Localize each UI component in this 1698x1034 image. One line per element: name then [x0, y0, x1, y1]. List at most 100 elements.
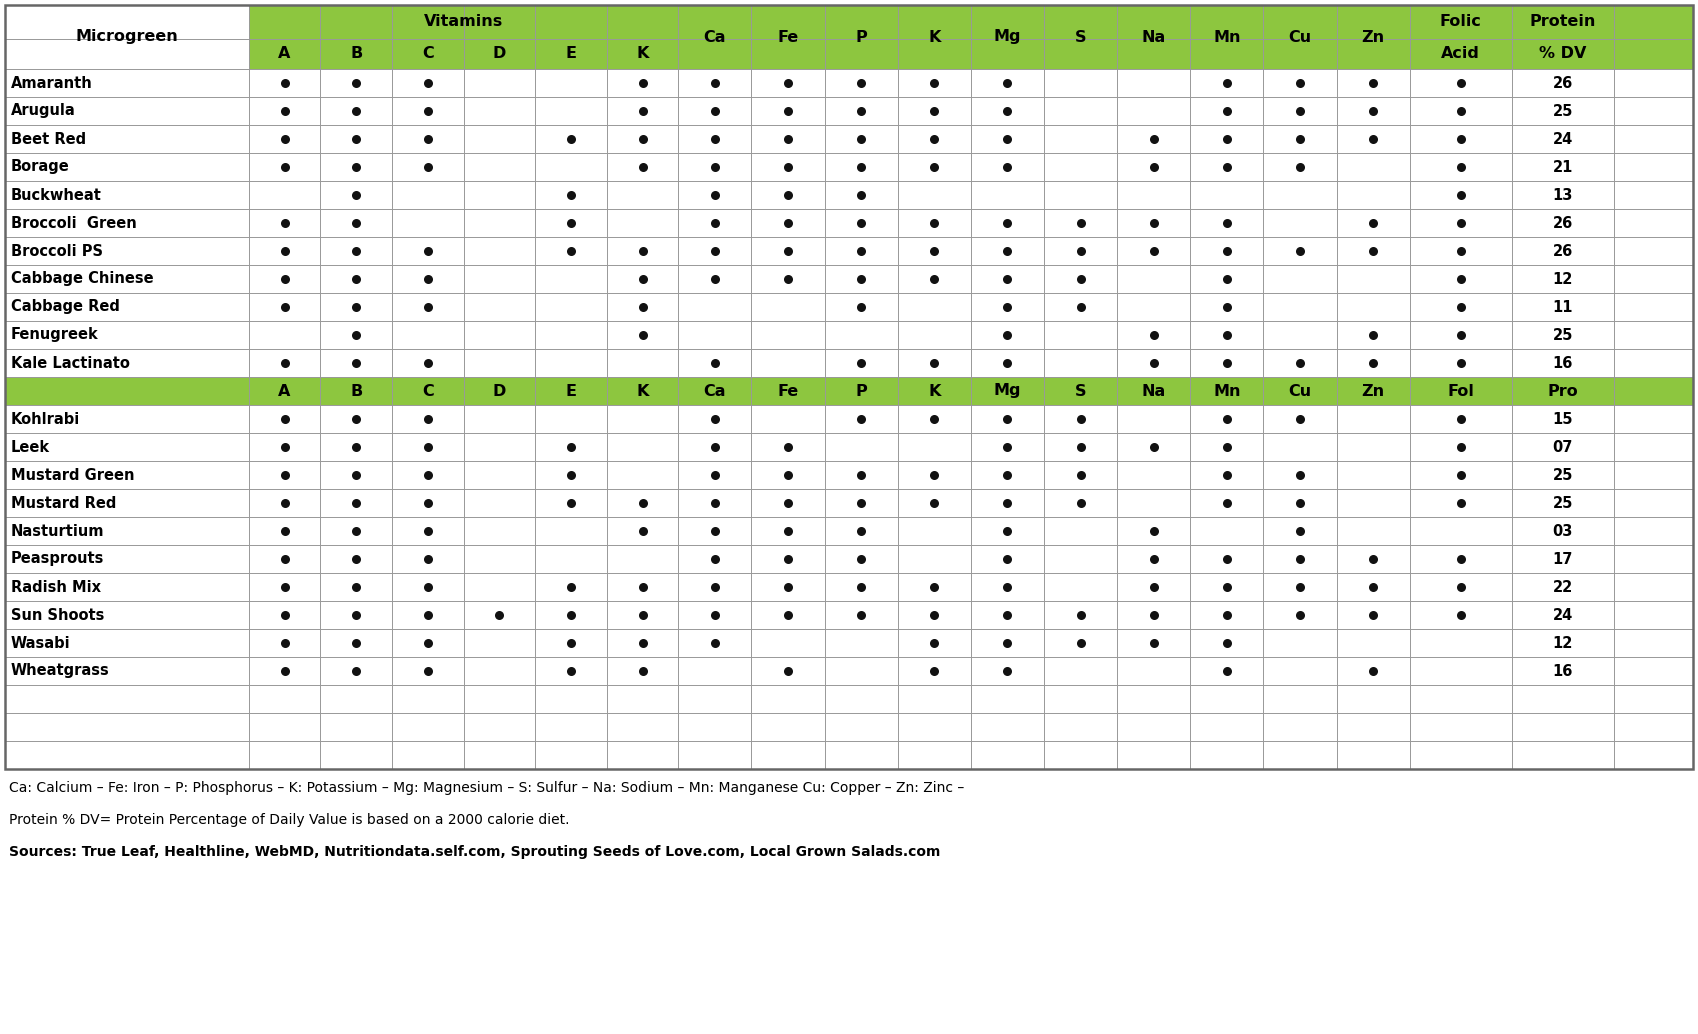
Bar	[248, 545, 321, 573]
Bar	[679, 601, 752, 629]
Bar	[1117, 265, 1190, 293]
Bar	[825, 349, 898, 377]
Bar	[606, 153, 679, 181]
Bar	[898, 237, 971, 265]
Bar	[898, 713, 971, 741]
Bar	[1190, 237, 1263, 265]
Bar	[679, 629, 752, 657]
Bar	[248, 69, 321, 97]
Text: Broccoli PS: Broccoli PS	[10, 243, 104, 258]
Bar	[1336, 293, 1409, 321]
Bar	[392, 629, 464, 657]
Bar	[606, 349, 679, 377]
Bar	[1613, 573, 1693, 601]
Bar	[535, 69, 606, 97]
Bar	[1263, 545, 1336, 573]
Bar	[5, 377, 1693, 405]
Bar	[679, 265, 752, 293]
Bar	[1613, 181, 1693, 209]
Bar	[1409, 405, 1511, 433]
Bar	[1409, 265, 1511, 293]
Bar	[535, 377, 606, 405]
Bar	[1511, 517, 1613, 545]
Bar	[464, 573, 535, 601]
Bar	[1190, 433, 1263, 461]
Bar	[1263, 321, 1336, 349]
Bar	[679, 461, 752, 489]
Text: % DV: % DV	[1538, 47, 1586, 61]
Bar	[825, 405, 898, 433]
Bar	[392, 293, 464, 321]
Bar	[248, 97, 321, 125]
Bar	[825, 433, 898, 461]
Bar	[321, 433, 392, 461]
Text: C: C	[421, 384, 433, 398]
Bar	[464, 545, 535, 573]
Bar	[392, 321, 464, 349]
Bar	[5, 209, 1693, 237]
Bar	[1336, 433, 1409, 461]
Bar	[5, 237, 1693, 265]
Bar	[248, 181, 321, 209]
Bar	[1263, 125, 1336, 153]
Bar	[679, 125, 752, 153]
Bar	[392, 5, 464, 39]
Bar	[1263, 601, 1336, 629]
Bar	[1336, 573, 1409, 601]
Bar	[825, 39, 898, 69]
Text: S: S	[1075, 384, 1087, 398]
Bar	[825, 713, 898, 741]
Text: Fol: Fol	[1447, 384, 1474, 398]
Bar	[606, 489, 679, 517]
Text: Cu: Cu	[1289, 30, 1311, 44]
Bar	[898, 349, 971, 377]
Bar	[898, 293, 971, 321]
Bar	[971, 265, 1044, 293]
Bar	[5, 685, 248, 713]
Bar	[464, 461, 535, 489]
Bar	[752, 573, 825, 601]
Bar	[1117, 349, 1190, 377]
Bar	[5, 601, 1693, 629]
Bar	[971, 461, 1044, 489]
Bar	[464, 293, 535, 321]
Bar	[1044, 5, 1117, 39]
Bar	[1336, 97, 1409, 125]
Bar	[248, 461, 321, 489]
Bar	[1190, 545, 1263, 573]
Bar	[1190, 69, 1263, 97]
Text: Na: Na	[1141, 30, 1167, 44]
Bar	[321, 573, 392, 601]
Bar	[321, 713, 392, 741]
Bar	[5, 601, 248, 629]
Text: P: P	[856, 30, 868, 44]
Bar	[606, 125, 679, 153]
Bar	[5, 293, 1693, 321]
Bar	[1613, 741, 1693, 769]
Bar	[1336, 125, 1409, 153]
Bar	[1044, 489, 1117, 517]
Bar	[464, 125, 535, 153]
Bar	[5, 713, 248, 741]
Bar	[535, 489, 606, 517]
Bar	[752, 181, 825, 209]
Bar	[1613, 125, 1693, 153]
Bar	[1044, 237, 1117, 265]
Bar	[606, 97, 679, 125]
Bar	[752, 685, 825, 713]
Bar	[1613, 237, 1693, 265]
Text: Zn: Zn	[1362, 384, 1384, 398]
Bar	[752, 153, 825, 181]
Bar	[464, 405, 535, 433]
Bar	[1511, 97, 1613, 125]
Bar	[1613, 69, 1693, 97]
Text: Kohlrabi: Kohlrabi	[10, 412, 80, 426]
Bar	[5, 321, 248, 349]
Bar	[898, 97, 971, 125]
Bar	[971, 629, 1044, 657]
Bar	[825, 293, 898, 321]
Bar	[535, 97, 606, 125]
Bar	[1117, 209, 1190, 237]
Bar	[679, 657, 752, 685]
Bar	[1117, 153, 1190, 181]
